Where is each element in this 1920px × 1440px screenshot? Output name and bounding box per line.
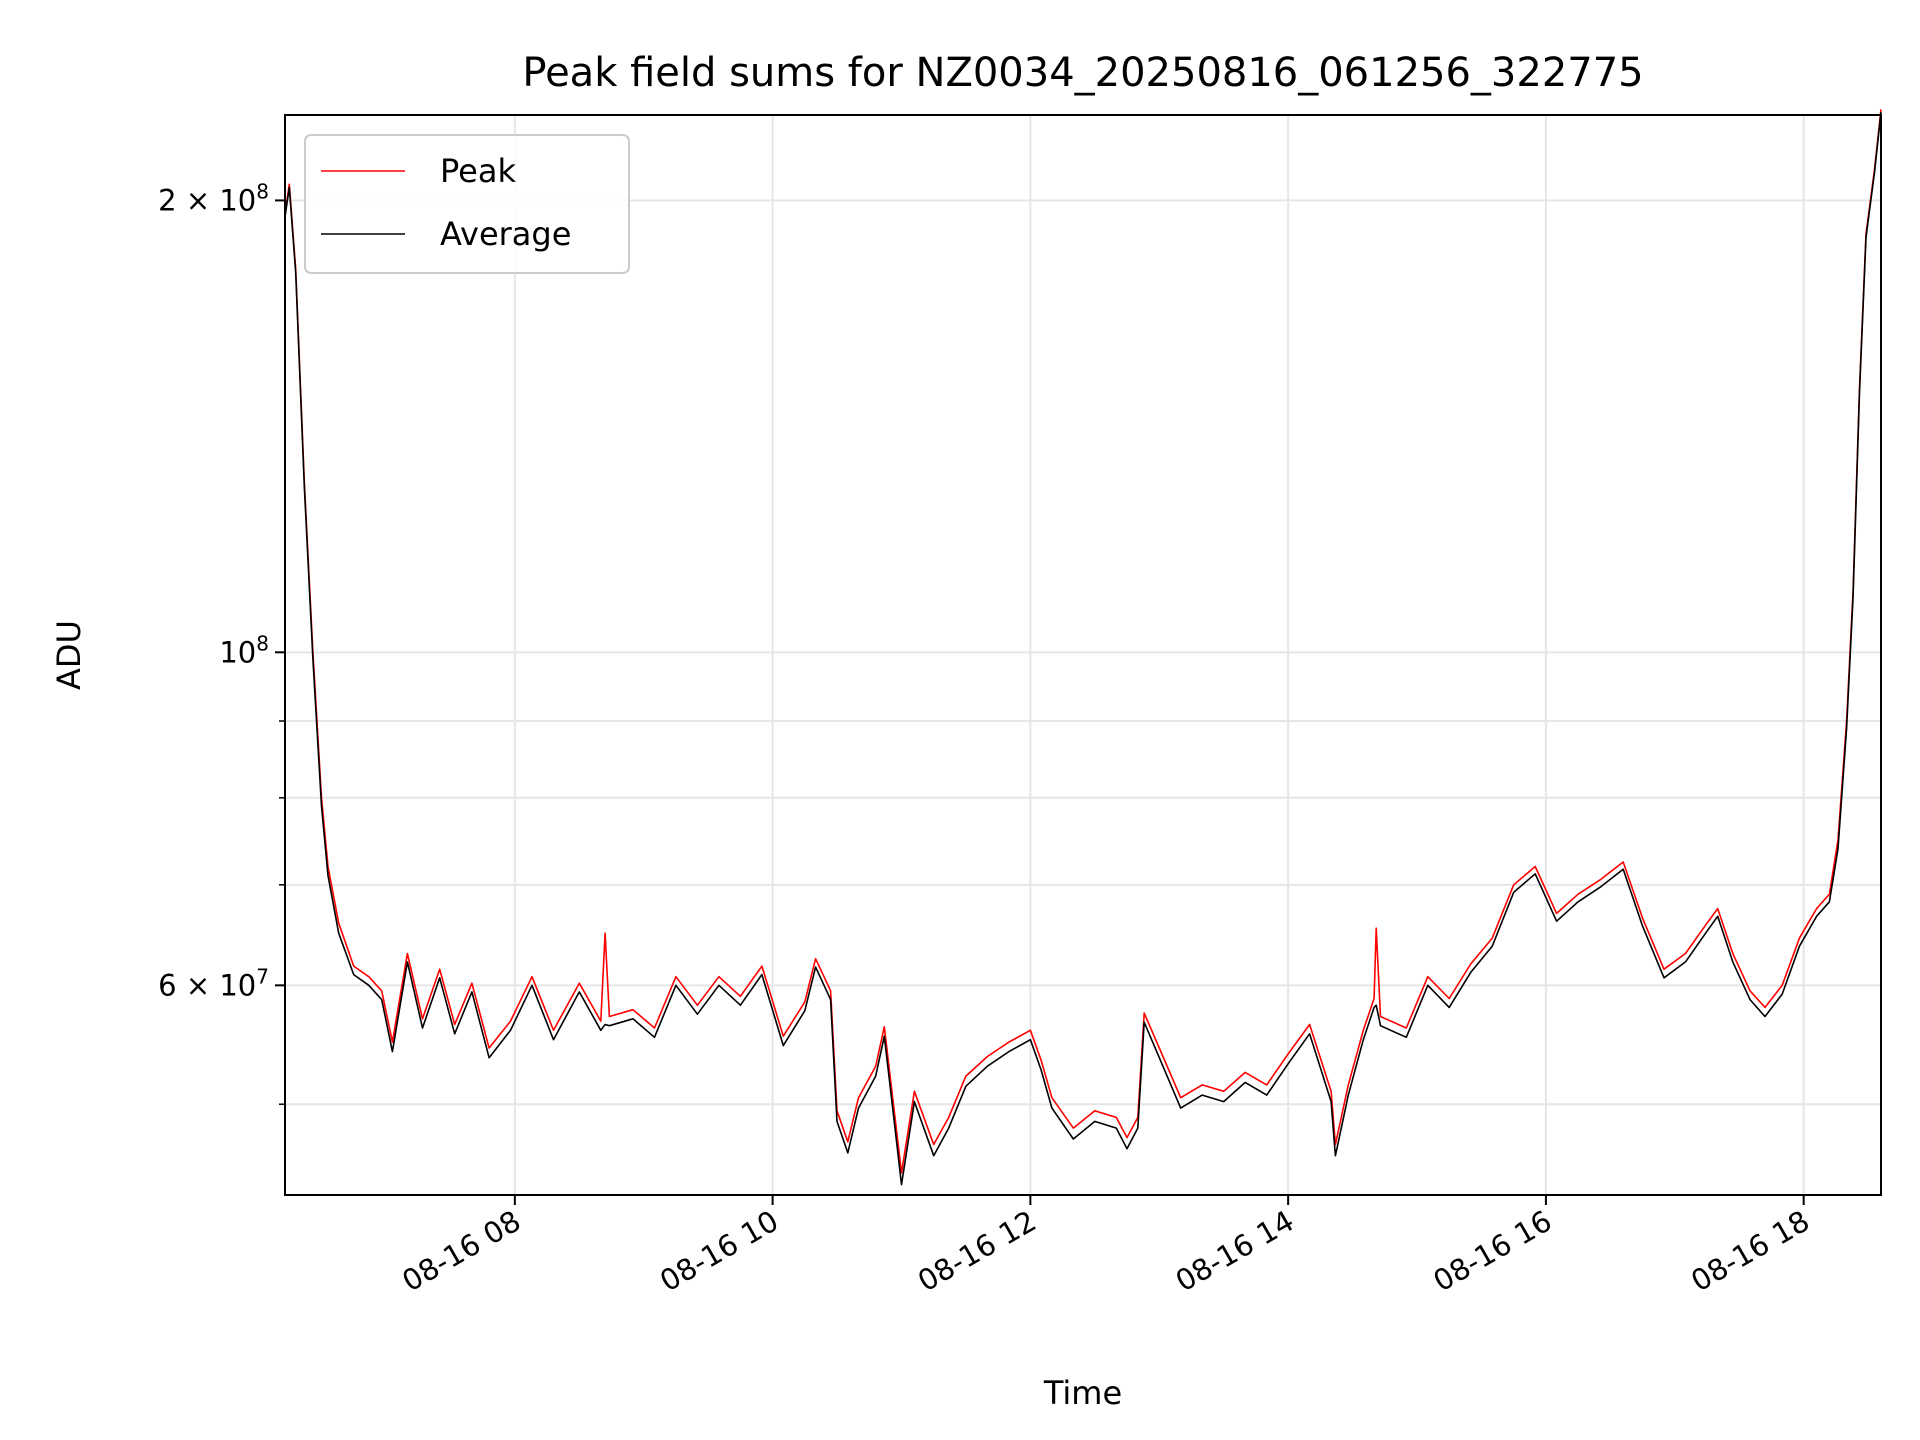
y-tick-label: 108 [219, 631, 269, 669]
x-axis-title: Time [1043, 1374, 1122, 1412]
y-tick-label: 6 × 107 [158, 964, 269, 1002]
series-line-average [284, 112, 1882, 1186]
chart-title: Peak field sums for NZ0034_20250816_0612… [522, 50, 1643, 96]
legend-average-label: Average [440, 215, 571, 253]
grid [285, 115, 1881, 1195]
series-line-peak [284, 109, 1882, 1174]
plot-lines [284, 109, 1882, 1186]
legend-box [304, 134, 630, 274]
y-axis-title: ADU [50, 620, 88, 690]
plot-frame [284, 114, 1882, 1196]
legend-peak-label: Peak [440, 152, 516, 190]
y-tick-label: 2 × 108 [158, 179, 269, 217]
legend: Peak Average [304, 134, 630, 274]
